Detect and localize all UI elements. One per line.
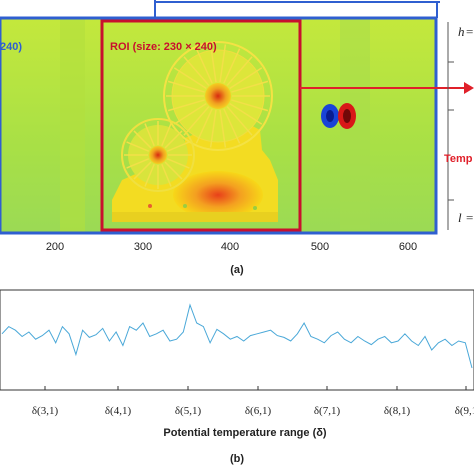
fan-spoke (195, 48, 213, 84)
big-fan-spokes (166, 44, 270, 148)
chart-b-frame (0, 289, 474, 391)
object-dot (183, 204, 187, 208)
fan-spoke (223, 108, 241, 144)
object-dot (253, 206, 257, 210)
fan-spoke (144, 163, 155, 187)
fan-spoke (166, 141, 190, 152)
roi-box (100, 19, 302, 232)
fan-spoke (167, 80, 205, 93)
cold-blob-core (326, 110, 334, 122)
small-fan-spokes (124, 121, 192, 189)
x-tick-label: δ(5,1) (175, 405, 202, 417)
x-tick-label: δ(4,1) (105, 405, 132, 417)
fan-spoke (173, 67, 207, 90)
fan-spoke (223, 48, 241, 84)
fan-spoke (133, 130, 152, 149)
caption-b: (b) (230, 453, 244, 465)
object-dot (148, 204, 152, 208)
x-tick-label: δ(9,1 (455, 405, 474, 417)
fan-spoke (133, 161, 152, 180)
big-fan-hub (205, 83, 231, 109)
x-tick-label: δ(7,1) (314, 405, 341, 417)
x-tick-label: 600 (399, 241, 417, 253)
x-tick-label: δ(8,1) (384, 405, 411, 417)
x-tick-label: 300 (134, 241, 152, 253)
hot-blob-core (343, 109, 351, 123)
fan-spoke (226, 56, 253, 86)
fan-spoke (183, 106, 210, 136)
fan-spoke (209, 44, 217, 83)
left-label: 240) (0, 41, 22, 53)
x-tick-label: δ(6,1) (245, 405, 272, 417)
fan-spoke (126, 158, 150, 169)
small-fan-ring (121, 118, 195, 192)
side-label-eq-h: = (466, 24, 473, 39)
roi-arrow-head (464, 82, 474, 94)
chart-b: δ(3,1) δ(4,1) δ(5,1) δ(6,1) δ(7,1) δ(8,1) δ(9,… (0, 289, 474, 439)
side-label-temp: Temp (444, 153, 473, 165)
fan-spoke (226, 106, 253, 136)
small-fan-hub (149, 146, 167, 164)
roi-label: ROI (size: 230 × 240) (110, 41, 217, 53)
side-label-l: l (458, 210, 462, 225)
thermal-band-left (60, 18, 85, 233)
fan-spoke (219, 44, 227, 83)
fan-spoke (126, 141, 150, 152)
fan-spoke (219, 109, 227, 148)
fan-spoke (195, 108, 213, 144)
caption-a: (a) (230, 264, 244, 276)
thermal-panel: ROI (size: 230 × 240) 240) (0, 0, 474, 235)
object-base (112, 212, 278, 222)
fan-spoke (229, 67, 263, 90)
side-label-eq-l: = (466, 210, 473, 225)
fan-spoke (161, 123, 172, 147)
fan-spoke (183, 56, 210, 86)
fan-spoke (231, 80, 269, 93)
x-tick-label: 500 (311, 241, 329, 253)
fan-spoke (209, 109, 217, 148)
fan-spoke (166, 158, 190, 169)
fan-spoke (164, 161, 183, 180)
chart-b-x-ticks: δ(3,1) δ(4,1) δ(5,1) δ(6,1) δ(7,1) δ(8,1) δ(9,… (32, 386, 474, 417)
x-tick-label: 200 (46, 241, 64, 253)
fan-spoke (167, 99, 205, 112)
fan-spoke (229, 102, 263, 125)
side-label-h: h (458, 24, 465, 39)
fan-spoke (144, 123, 155, 147)
x-tick-label: 400 (221, 241, 239, 253)
chart-b-xlabel: Potential temperature range (δ) (163, 427, 326, 439)
fan-spoke (164, 130, 183, 149)
fan-spoke (161, 163, 172, 187)
x-tick-label: δ(3,1) (32, 405, 59, 417)
object-hot-core (173, 171, 263, 219)
panel-a-x-axis: 200 300 400 500 600 (46, 241, 417, 253)
fan-spoke (231, 99, 269, 112)
image-frame (0, 16, 438, 235)
series-line (1, 303, 473, 369)
fan-spoke (173, 102, 207, 125)
big-fan-ring (163, 41, 273, 151)
